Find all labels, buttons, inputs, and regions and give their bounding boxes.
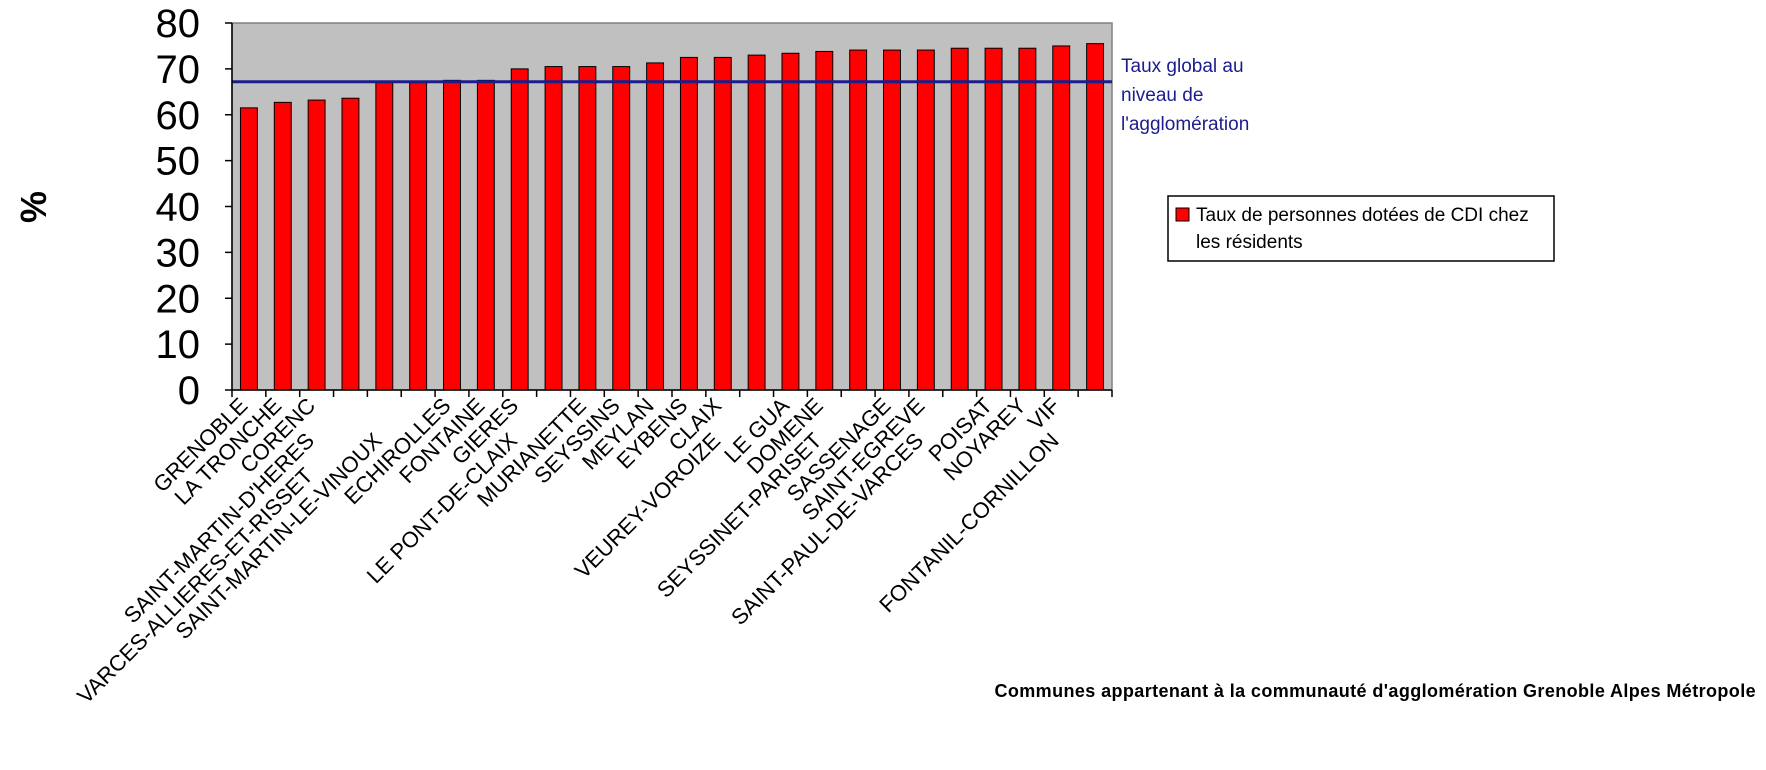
y-axis-label: % (13, 191, 54, 223)
y-tick-label: 50 (156, 140, 201, 184)
bar (1052, 45, 1071, 391)
bar (883, 49, 901, 391)
legend-swatch (1175, 207, 1190, 222)
bar (578, 66, 597, 391)
bar (781, 52, 800, 391)
x-tick-label: VIF (1023, 393, 1065, 435)
bar (1018, 47, 1037, 391)
bar (679, 56, 698, 391)
axes (225, 22, 1113, 397)
legend-label-line-1: Taux de personnes dotées de CDI chez (1196, 205, 1529, 226)
bar (544, 66, 563, 391)
plot-area (231, 22, 1113, 391)
legend-box (1167, 195, 1555, 262)
y-tick-label: 70 (156, 48, 201, 92)
bar (916, 49, 935, 391)
x-axis-label: Communes appartenant à la communauté d'a… (994, 681, 1756, 701)
bar (950, 47, 969, 391)
bar (815, 50, 834, 391)
reference-label-line-3: l'agglomération (1121, 114, 1249, 135)
legend-label-line-2: les résidents (1196, 232, 1303, 253)
bar (273, 101, 292, 391)
bar (646, 62, 665, 391)
y-tick-label: 30 (156, 231, 201, 275)
y-tick-label: 10 (156, 323, 201, 367)
reference-line-label: Taux global au niveau de l'agglomération (1121, 56, 1249, 135)
bar (409, 82, 428, 391)
bar (747, 54, 766, 391)
y-tick-label: 40 (156, 186, 201, 230)
bar (1086, 43, 1105, 391)
reference-label-line-2: niveau de (1121, 85, 1203, 106)
bar (510, 68, 529, 391)
reference-label-line-1: Taux global au (1121, 56, 1244, 77)
y-tick-label: 0 (178, 369, 200, 413)
y-tick-label: 60 (156, 94, 201, 138)
bar (612, 66, 631, 391)
bar-series (239, 43, 1105, 391)
y-tick-label: 20 (156, 277, 201, 321)
bar (239, 107, 258, 391)
bar (307, 99, 326, 391)
bar (443, 79, 461, 391)
bar (984, 47, 1003, 391)
legend: Taux de personnes dotées de CDI chez les… (1167, 195, 1555, 262)
bar (849, 49, 868, 391)
plot-background (231, 22, 1113, 391)
bar (375, 82, 394, 391)
bar (341, 97, 360, 391)
y-tick-label: 80 (156, 2, 201, 46)
bar (713, 56, 732, 391)
bar (476, 79, 495, 391)
